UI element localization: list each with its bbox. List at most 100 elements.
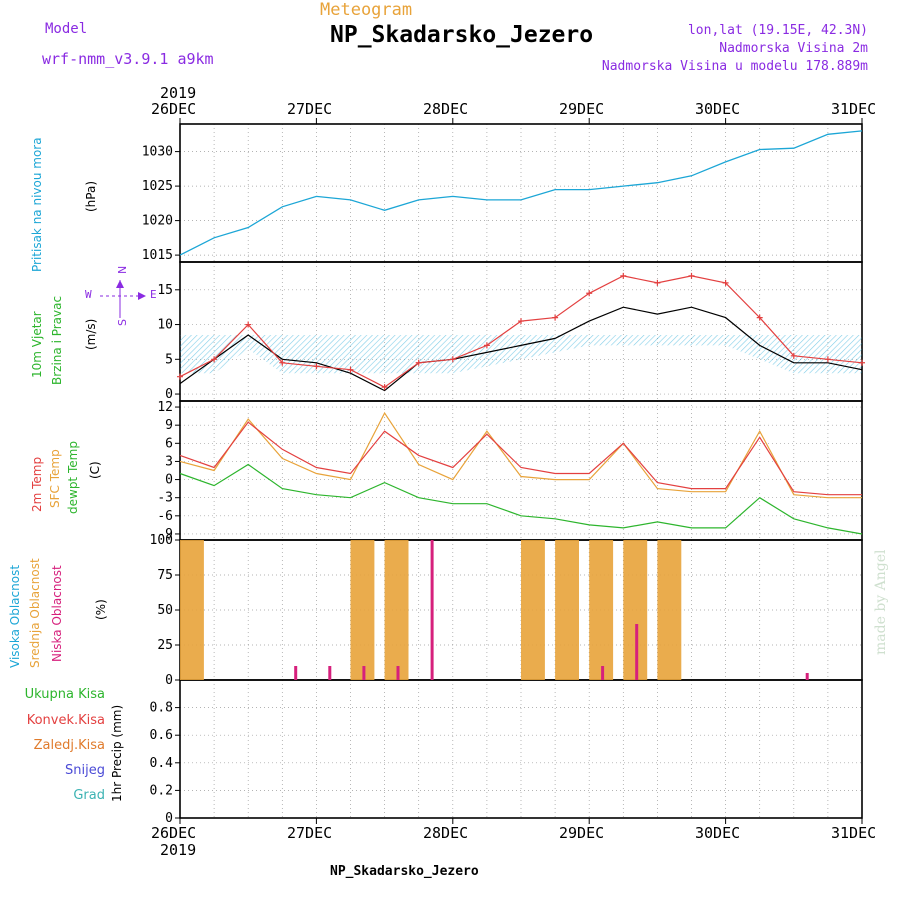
y-tick-label: 1025 bbox=[142, 179, 173, 194]
wind-gust-marker bbox=[859, 359, 865, 366]
cloud-bar bbox=[430, 540, 434, 680]
time-label-top: 30DEC bbox=[695, 100, 741, 118]
time-label-bottom: 26DEC bbox=[151, 824, 197, 842]
wind-gust-marker bbox=[790, 352, 797, 359]
wind-direction-band bbox=[180, 335, 862, 374]
y-tick-label: -6 bbox=[157, 509, 173, 524]
precip-legend-convective: Konvek.Kisa bbox=[26, 713, 105, 728]
time-label-top: 31DEC bbox=[831, 100, 877, 118]
cloud-bar bbox=[805, 673, 809, 680]
time-label-top: 29DEC bbox=[559, 100, 605, 118]
footer-station: NP_Skadarsko_Jezero bbox=[330, 864, 479, 879]
dewpt-line bbox=[179, 463, 863, 535]
cloud-bar bbox=[180, 540, 204, 680]
compass-east: E bbox=[150, 288, 157, 301]
time-label-bottom: 30DEC bbox=[695, 824, 741, 842]
wind-gust-marker bbox=[449, 356, 456, 363]
y-tick-label: 0 bbox=[165, 811, 173, 826]
wind-gust-marker bbox=[688, 272, 695, 279]
y-tick-label: 10 bbox=[157, 318, 173, 333]
y-tick-label: 6 bbox=[165, 436, 173, 451]
y-tick-label: 0 bbox=[165, 473, 173, 488]
time-label-bottom: 29DEC bbox=[559, 824, 605, 842]
coords-text: lon,lat (19.15E, 42.3N) bbox=[687, 23, 868, 38]
time-label-bottom: 31DEC bbox=[831, 824, 877, 842]
precip-legend-hail: Grad bbox=[73, 788, 105, 803]
station-title: NP_Skadarsko_Jezero bbox=[330, 22, 594, 48]
cloud-bar bbox=[635, 624, 639, 680]
cloud-bar bbox=[657, 540, 682, 680]
y-tick-label: 0 bbox=[165, 673, 173, 688]
y-tick-label: 75 bbox=[157, 568, 173, 583]
wind-speed-line bbox=[179, 306, 863, 392]
wind-gust-marker bbox=[586, 290, 593, 297]
y-tick-label: 0.6 bbox=[150, 728, 173, 743]
cloud-bar bbox=[396, 666, 400, 680]
wind-gust-marker bbox=[415, 359, 422, 366]
cloud-bar bbox=[589, 540, 614, 680]
wind-gust-marker bbox=[518, 318, 524, 325]
y-tick-label: 0.2 bbox=[150, 783, 173, 798]
year-top: 2019 bbox=[160, 84, 197, 102]
time-label-bottom: 27DEC bbox=[287, 824, 333, 842]
y-tick-label: 25 bbox=[157, 638, 173, 653]
wind-gust-marker bbox=[722, 279, 729, 286]
cloud-bar bbox=[623, 540, 648, 680]
compass-west: W bbox=[85, 288, 92, 301]
t2m-line bbox=[179, 421, 862, 496]
time-label-top: 26DEC bbox=[151, 100, 197, 118]
y-tick-label: 1020 bbox=[142, 214, 173, 229]
y-tick-label: 9 bbox=[165, 418, 173, 433]
wind-gust-marker bbox=[483, 342, 490, 349]
time-label-top: 27DEC bbox=[287, 100, 333, 118]
time-label-bottom: 28DEC bbox=[423, 824, 469, 842]
wind-gust-marker bbox=[211, 356, 218, 363]
wind-gust-marker bbox=[279, 359, 286, 366]
pressure-line bbox=[179, 130, 863, 256]
y-tick-label: -3 bbox=[157, 491, 173, 506]
y-tick-label: 3 bbox=[165, 454, 173, 469]
precip-legend-total: Ukupna Kisa bbox=[24, 687, 105, 702]
wind-gust-marker bbox=[381, 384, 388, 391]
cloud-bar bbox=[328, 666, 332, 680]
y-tick-label: 50 bbox=[157, 603, 173, 618]
wind-gust-marker bbox=[245, 321, 252, 328]
time-label-top: 28DEC bbox=[423, 100, 469, 118]
wind-gust-marker bbox=[347, 366, 354, 373]
elevation-text: Nadmorska Visina 2m bbox=[719, 41, 868, 56]
y-tick-label: 1015 bbox=[142, 248, 173, 263]
model-elevation-text: Nadmorska Visina u modelu 178.889m bbox=[601, 59, 868, 74]
precip-legend-freezing: Zaledj.Kisa bbox=[33, 738, 105, 753]
y-tick-label: 0 bbox=[165, 387, 173, 402]
y-tick-label: -9 bbox=[157, 527, 173, 542]
product-title: Meteogram bbox=[320, 0, 413, 20]
sfc-temp-line bbox=[179, 411, 862, 499]
wind-gust-marker bbox=[824, 356, 831, 363]
wind-gust-marker bbox=[177, 373, 183, 380]
y-tick-label: 12 bbox=[157, 400, 173, 415]
cloud-bar bbox=[555, 540, 579, 680]
cloud-bar bbox=[350, 540, 375, 680]
y-tick-label: 1030 bbox=[142, 145, 173, 160]
cloud-bar bbox=[601, 666, 605, 680]
y-tick-label: 0.4 bbox=[150, 756, 174, 771]
model-value: wrf-nmm_v3.9.1 a9km bbox=[42, 50, 214, 68]
cloud-bar bbox=[521, 540, 545, 680]
y-tick-label: 0.8 bbox=[150, 701, 173, 716]
wind-gust-marker bbox=[313, 363, 320, 370]
cloud-bar bbox=[362, 666, 366, 680]
wind-gust-marker bbox=[620, 272, 627, 279]
wind-gust-marker bbox=[552, 314, 559, 321]
cloud-bar bbox=[384, 540, 409, 680]
wind-gust-marker bbox=[756, 314, 763, 321]
precip-legend-snow: Snijeg bbox=[65, 763, 105, 778]
cloud-bar bbox=[294, 666, 298, 680]
wind-compass-arrows bbox=[100, 280, 146, 318]
wind-gust-marker bbox=[654, 279, 661, 286]
year-bottom: 2019 bbox=[160, 841, 197, 859]
y-tick-label: 100 bbox=[150, 533, 173, 548]
y-tick-label: 15 bbox=[157, 283, 173, 298]
y-tick-label: 5 bbox=[165, 352, 173, 367]
